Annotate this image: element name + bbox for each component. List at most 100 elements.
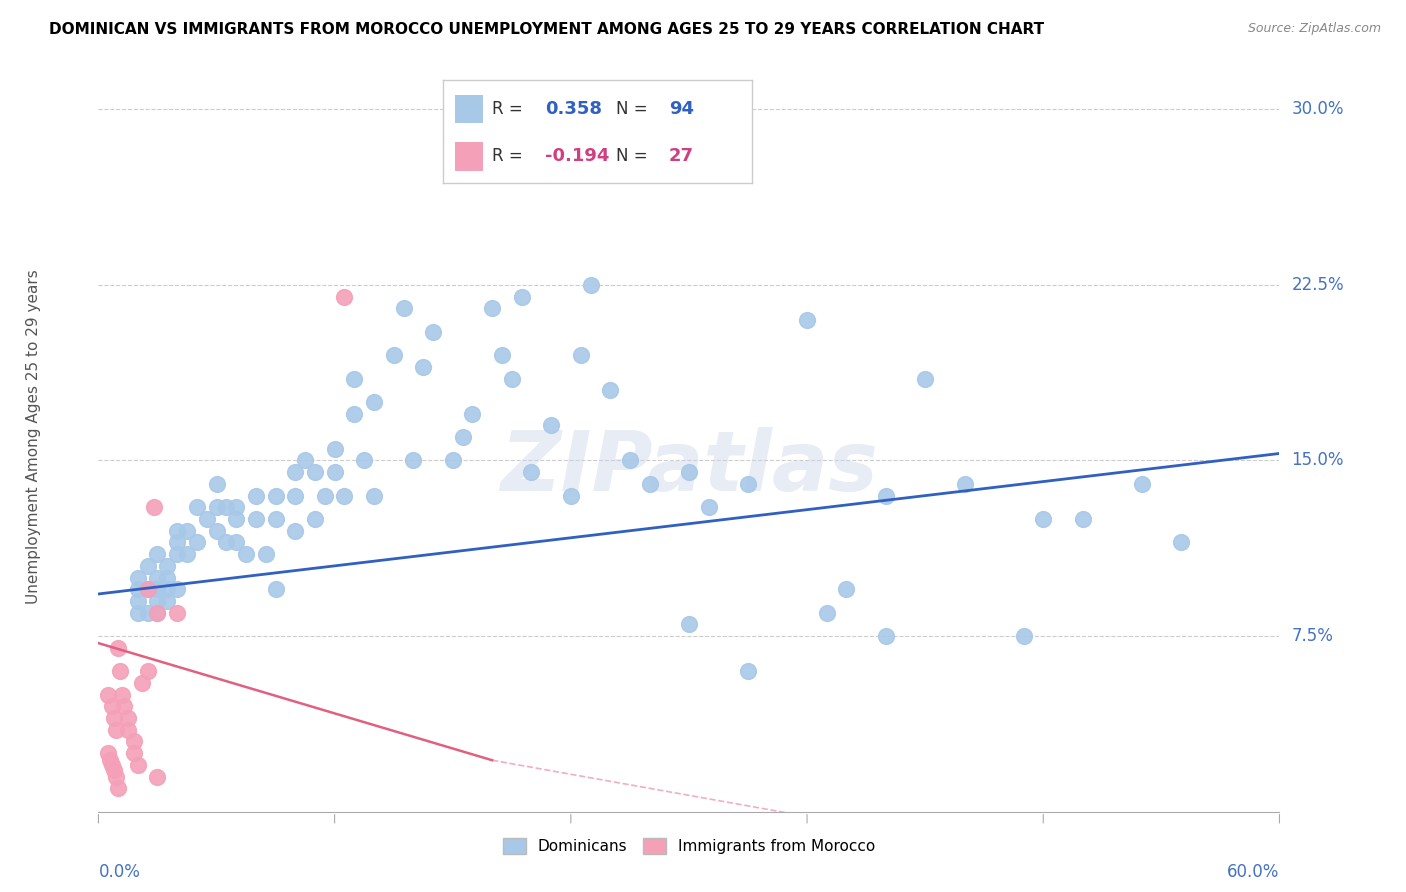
Point [136, 664, 159, 679]
FancyBboxPatch shape [456, 95, 484, 123]
Point [333, 489, 356, 503]
Point [156, 594, 179, 608]
Text: 0.0%: 0.0% [98, 863, 141, 881]
Point [205, 524, 228, 538]
Point [122, 746, 145, 760]
Point [127, 594, 149, 608]
Point [264, 512, 287, 526]
Point [569, 348, 592, 362]
Point [136, 606, 159, 620]
Text: 27: 27 [669, 147, 693, 165]
Point [264, 582, 287, 597]
Point [914, 371, 936, 385]
Point [97, 688, 120, 702]
Text: N =: N = [616, 147, 652, 165]
Point [166, 582, 188, 597]
Text: 22.5%: 22.5% [1291, 276, 1344, 293]
Point [1032, 512, 1054, 526]
Point [343, 407, 366, 421]
Point [638, 476, 661, 491]
Point [225, 500, 247, 515]
Point [461, 407, 484, 421]
Point [264, 489, 287, 503]
Point [146, 770, 169, 784]
Point [254, 547, 277, 561]
Point [875, 629, 897, 643]
Point [441, 453, 464, 467]
Point [101, 699, 124, 714]
Point [678, 465, 700, 479]
Point [1071, 512, 1094, 526]
Point [156, 571, 179, 585]
Point [697, 500, 720, 515]
Point [294, 453, 316, 467]
Text: 7.5%: 7.5% [1291, 627, 1333, 645]
Point [520, 465, 543, 479]
Point [146, 606, 169, 620]
Point [146, 547, 169, 561]
Point [619, 453, 641, 467]
Point [136, 558, 159, 573]
Point [363, 395, 385, 409]
Point [343, 371, 366, 385]
Point [304, 465, 326, 479]
Point [127, 582, 149, 597]
Point [353, 453, 375, 467]
Point [111, 688, 134, 702]
Legend: Dominicans, Immigrants from Morocco: Dominicans, Immigrants from Morocco [496, 832, 882, 860]
Point [875, 489, 897, 503]
Point [146, 582, 169, 597]
Point [815, 606, 838, 620]
Point [323, 465, 346, 479]
Point [103, 711, 125, 725]
Point [103, 763, 125, 777]
Point [127, 571, 149, 585]
Point [105, 723, 128, 737]
Point [117, 711, 139, 725]
Point [215, 500, 238, 515]
Point [108, 664, 131, 679]
Point [323, 442, 346, 456]
Point [205, 476, 228, 491]
Text: DOMINICAN VS IMMIGRANTS FROM MOROCCO UNEMPLOYMENT AMONG AGES 25 TO 29 YEARS CORR: DOMINICAN VS IMMIGRANTS FROM MOROCCO UNE… [49, 22, 1045, 37]
Point [166, 606, 188, 620]
Point [402, 453, 425, 467]
Point [501, 371, 523, 385]
Point [333, 289, 356, 303]
Point [284, 465, 307, 479]
Point [284, 524, 307, 538]
Point [392, 301, 415, 316]
Point [835, 582, 858, 597]
Point [156, 582, 179, 597]
Point [678, 617, 700, 632]
Text: Unemployment Among Ages 25 to 29 years: Unemployment Among Ages 25 to 29 years [25, 269, 41, 605]
Point [235, 547, 257, 561]
Point [579, 277, 602, 292]
Point [146, 571, 169, 585]
Point [105, 770, 128, 784]
Text: 15.0%: 15.0% [1291, 451, 1344, 469]
Point [112, 699, 135, 714]
Point [422, 325, 444, 339]
Point [382, 348, 405, 362]
Point [176, 524, 198, 538]
Point [107, 640, 129, 655]
Point [225, 535, 247, 549]
Point [186, 535, 208, 549]
Point [136, 582, 159, 597]
Text: R =: R = [492, 147, 529, 165]
Text: N =: N = [616, 100, 652, 118]
Text: R =: R = [492, 100, 529, 118]
Point [451, 430, 474, 444]
Point [619, 161, 641, 175]
Point [215, 535, 238, 549]
Point [245, 512, 267, 526]
Point [156, 558, 179, 573]
Point [560, 489, 582, 503]
Text: -0.194: -0.194 [546, 147, 609, 165]
Point [304, 512, 326, 526]
Point [146, 606, 169, 620]
Text: ZIPatlas: ZIPatlas [501, 426, 877, 508]
Point [117, 723, 139, 737]
Point [1170, 535, 1192, 549]
